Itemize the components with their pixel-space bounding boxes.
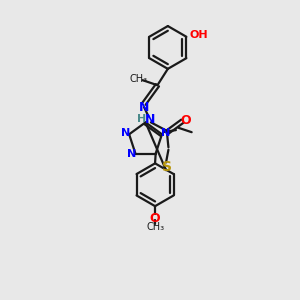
Text: N: N xyxy=(121,128,130,138)
Text: CH₃: CH₃ xyxy=(146,222,164,232)
Text: O: O xyxy=(180,114,191,127)
Text: N: N xyxy=(139,101,149,114)
Text: H: H xyxy=(137,114,147,124)
Text: OH: OH xyxy=(190,30,208,40)
Text: O: O xyxy=(150,212,160,225)
Text: S: S xyxy=(162,160,172,174)
Text: N: N xyxy=(145,113,155,127)
Text: N: N xyxy=(127,149,136,159)
Text: CH₃: CH₃ xyxy=(129,74,147,84)
Text: N: N xyxy=(161,128,170,138)
